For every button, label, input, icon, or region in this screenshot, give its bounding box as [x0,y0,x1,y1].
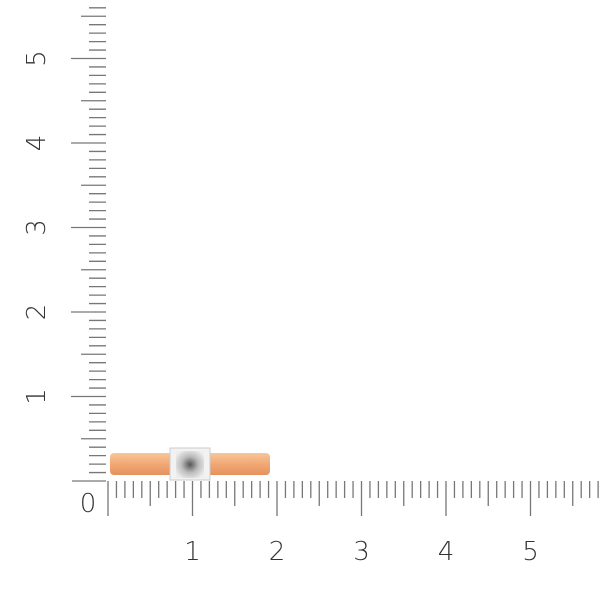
y-axis-label: 3 [22,219,52,236]
x-axis-label: 2 [269,537,286,567]
x-axis-label: 0 [80,489,97,519]
ring-band-left [110,453,174,475]
y-axis-label: 4 [22,135,52,152]
y-axis-label: 1 [22,388,52,405]
x-axis-label: 3 [353,537,370,567]
x-axis-label: 1 [184,537,201,567]
x-axis-label: 4 [438,537,455,567]
ring-band-right [206,453,270,475]
x-axis-label: 5 [522,537,539,567]
y-axis-label: 5 [22,50,52,67]
ring [110,447,270,481]
y-axis-label: 2 [22,304,52,321]
diamond [176,451,204,478]
